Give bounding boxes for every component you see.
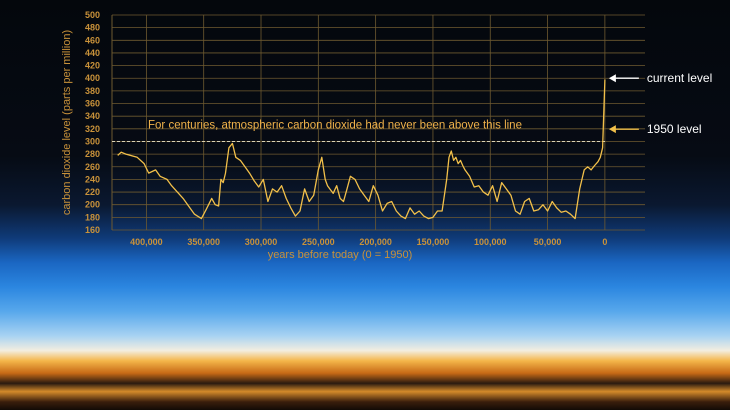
x-tick-label: 200,000 [359,237,392,247]
y-tick-label: 400 [85,73,100,83]
y-tick-label: 360 [85,99,100,109]
y-tick-label: 180 [85,212,100,222]
y-tick-label: 380 [85,86,100,96]
x-tick-label: 100,000 [474,237,507,247]
y-tick-label: 220 [85,187,100,197]
callouts: current level 1950 level [608,71,712,136]
callout-label: current level [647,71,712,85]
y-tick-label: 340 [85,111,100,121]
x-tick-label: 0 [602,237,607,247]
grid [111,14,645,231]
x-tick-label: 400,000 [130,237,163,247]
callout-label: 1950 level [647,122,702,136]
x-tick-label: 350,000 [187,237,220,247]
y-axis-ticks: 160 180 200 220 240 260 280 300 320 340 360 380 400 4… [85,10,100,235]
x-axis-ticks: 400,000 350,000 300,000 250,000 200,000 150,0… [130,237,607,247]
x-tick-label: 50,000 [534,237,562,247]
y-tick-label: 160 [85,225,100,235]
x-tick-label: 150,000 [417,237,450,247]
y-tick-label: 460 [85,35,100,45]
x-axis-label: years before today (0 = 1950) [268,249,413,261]
x-tick-label: 250,000 [302,237,335,247]
y-tick-label: 480 [85,23,100,33]
y-tick-label: 240 [85,174,100,184]
y-tick-label: 280 [85,149,100,159]
y-tick-label: 200 [85,200,100,210]
y-tick-label: 420 [85,61,100,71]
y-tick-label: 320 [85,124,100,134]
y-tick-label: 440 [85,48,100,58]
x-tick-label: 300,000 [245,237,278,247]
reference-line-label: For centuries, atmospheric carbon dioxid… [148,119,522,131]
co2-series-line [117,79,606,220]
y-tick-label: 500 [85,10,100,20]
callout-arrow-head [608,125,616,134]
y-axis-label: carbon dioxide level (parts per million) [61,30,73,215]
y-tick-label: 260 [85,162,100,172]
callout-arrow-head [608,74,616,83]
y-tick-label: 300 [85,136,100,146]
